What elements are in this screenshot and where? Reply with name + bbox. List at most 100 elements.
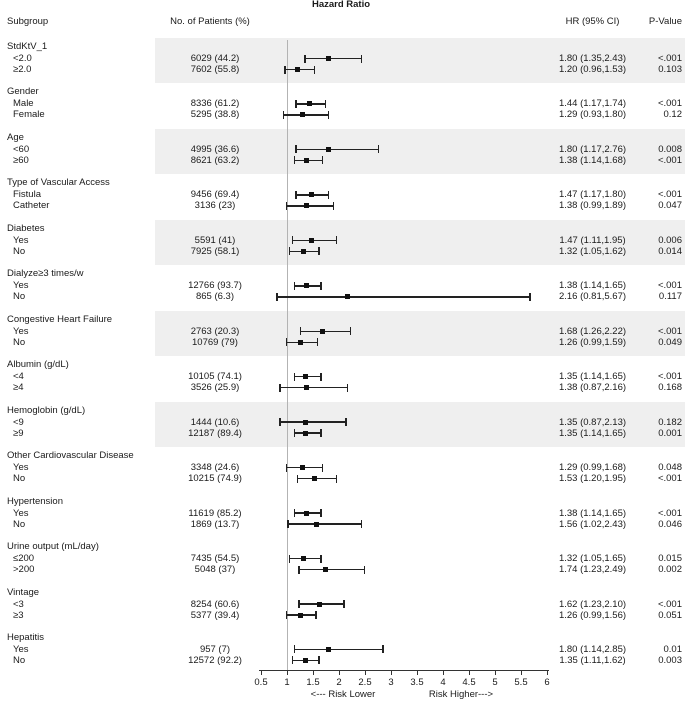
row-patients: 10769 (79) bbox=[192, 336, 238, 348]
group-label: Hepatitis bbox=[7, 631, 44, 643]
ci-cap-left bbox=[304, 54, 306, 63]
row-pvalue: 0.12 bbox=[663, 109, 683, 121]
row-hr: 1.26 (0.99,1.56) bbox=[558, 609, 627, 621]
hr-marker bbox=[302, 657, 308, 663]
row-label: ≥60 bbox=[13, 154, 29, 166]
row-hr: 1.38 (1.14,1.65) bbox=[558, 507, 627, 519]
group-label: Congestive Heart Failure bbox=[7, 313, 113, 325]
row-hr: 1.38 (0.99,1.89) bbox=[558, 200, 627, 212]
ci-cap-left bbox=[285, 463, 288, 472]
row-label: No bbox=[13, 654, 26, 666]
row-patients: 1869 (13.7) bbox=[190, 518, 240, 530]
row-pvalue: <.001 bbox=[657, 154, 682, 166]
hr-marker bbox=[298, 612, 304, 618]
axis-tick-label: 6 bbox=[544, 677, 550, 688]
row-label: No bbox=[13, 473, 26, 485]
axis-tick-label: 3 bbox=[388, 677, 394, 688]
row-label: Yes bbox=[13, 643, 29, 655]
group-label: Urine output (mL/day) bbox=[7, 541, 99, 553]
row-pvalue: 0.014 bbox=[658, 245, 682, 257]
group-band bbox=[155, 310, 685, 357]
group-band bbox=[155, 38, 685, 84]
group-label: Other Cardiovascular Disease bbox=[7, 450, 134, 462]
hr-marker bbox=[326, 146, 332, 152]
axis-label-risk-higher: Risk Higher---> bbox=[428, 689, 494, 700]
row-hr: 1.62 (1.23,2.10) bbox=[558, 598, 627, 610]
row-pvalue: 0.006 bbox=[658, 234, 682, 246]
row-hr: 1.20 (0.96,1.53) bbox=[558, 64, 627, 75]
row-pvalue: <.001 bbox=[657, 507, 682, 519]
axis-tick-label: 1.5 bbox=[306, 677, 320, 688]
row-hr: 1.44 (1.17,1.74) bbox=[558, 98, 627, 110]
row-pvalue: 0.051 bbox=[658, 609, 682, 621]
row-pvalue: 0.046 bbox=[658, 518, 682, 530]
ci-cap-right bbox=[316, 338, 319, 347]
hr-marker bbox=[344, 294, 350, 300]
row-pvalue: 0.047 bbox=[658, 200, 682, 212]
row-hr: 1.53 (1.20,1.95) bbox=[558, 473, 627, 485]
ci-cap-right bbox=[318, 656, 320, 665]
hr-marker bbox=[298, 339, 304, 345]
axis-tick-label: 3.5 bbox=[410, 677, 424, 688]
row-pvalue: <.001 bbox=[657, 371, 682, 383]
ci-cap-left bbox=[282, 110, 285, 119]
col-header-subgroup: Subgroup bbox=[7, 16, 49, 27]
axis-tick-label: 4 bbox=[440, 677, 446, 688]
ci-cap-right bbox=[324, 99, 327, 108]
row-hr: 1.68 (1.26,2.22) bbox=[558, 325, 627, 337]
row-pvalue: 0.103 bbox=[658, 64, 682, 75]
axis-tick-label: 5 bbox=[492, 677, 498, 688]
ci-cap-right bbox=[377, 145, 380, 154]
hr-marker bbox=[302, 430, 308, 436]
row-hr: 1.80 (1.14,2.85) bbox=[558, 643, 627, 655]
row-pvalue: 0.003 bbox=[658, 654, 682, 666]
hr-marker bbox=[326, 646, 332, 652]
axis-tick-label: 0.5 bbox=[254, 677, 268, 688]
row-pvalue: 0.182 bbox=[658, 416, 682, 428]
row-patients: 12766 (93.7) bbox=[188, 280, 242, 292]
axis-tick bbox=[287, 671, 288, 675]
row-patients: 10105 (74.1) bbox=[188, 371, 242, 383]
ci-cap-left bbox=[287, 520, 289, 529]
ci-bar bbox=[295, 148, 379, 151]
hr-marker bbox=[304, 385, 310, 391]
row-pvalue: <.001 bbox=[657, 473, 682, 485]
row-pvalue: <.001 bbox=[657, 189, 682, 201]
row-label: ≥4 bbox=[13, 382, 24, 394]
axis-tick-label: 5.5 bbox=[514, 677, 528, 688]
ci-cap-left bbox=[293, 429, 296, 438]
ci-cap-left bbox=[291, 656, 294, 665]
row-label: <2.0 bbox=[13, 53, 32, 64]
row-patients: 6029 (44.2) bbox=[190, 53, 240, 64]
row-patients: 10215 (74.9) bbox=[188, 473, 242, 485]
row-label: ≥9 bbox=[13, 427, 24, 439]
row-label: <3 bbox=[13, 598, 24, 610]
group-label: Dialyze≥3 times/w bbox=[7, 268, 84, 280]
row-label: <60 bbox=[13, 143, 30, 155]
ci-cap-right bbox=[313, 65, 316, 74]
ci-cap-left bbox=[298, 565, 300, 574]
ci-bar bbox=[292, 239, 337, 242]
group-band bbox=[155, 128, 685, 175]
hr-marker bbox=[304, 510, 310, 516]
row-hr: 1.47 (1.17,1.80) bbox=[558, 189, 627, 201]
row-label: Yes bbox=[13, 280, 29, 292]
chart-title: Hazard Ratio bbox=[311, 0, 371, 10]
ci-cap-left bbox=[299, 327, 302, 336]
ci-bar bbox=[305, 57, 362, 60]
ci-bar bbox=[283, 114, 329, 116]
ci-cap-left bbox=[284, 65, 286, 74]
group-label: Age bbox=[7, 131, 24, 143]
ci-cap-left bbox=[285, 338, 288, 347]
row-label: Yes bbox=[13, 507, 29, 519]
axis-tick-label: 4.5 bbox=[462, 677, 476, 688]
hr-marker bbox=[299, 465, 305, 471]
hr-marker bbox=[316, 601, 322, 607]
ci-cap-right bbox=[332, 201, 335, 210]
group-label: Hemoglobin (g/dL) bbox=[7, 404, 86, 416]
ci-cap-left bbox=[276, 292, 278, 301]
row-label: >200 bbox=[13, 564, 35, 576]
row-patients: 5048 (37) bbox=[194, 564, 236, 576]
axis-tick bbox=[443, 671, 444, 675]
row-pvalue: 0.168 bbox=[658, 382, 682, 394]
